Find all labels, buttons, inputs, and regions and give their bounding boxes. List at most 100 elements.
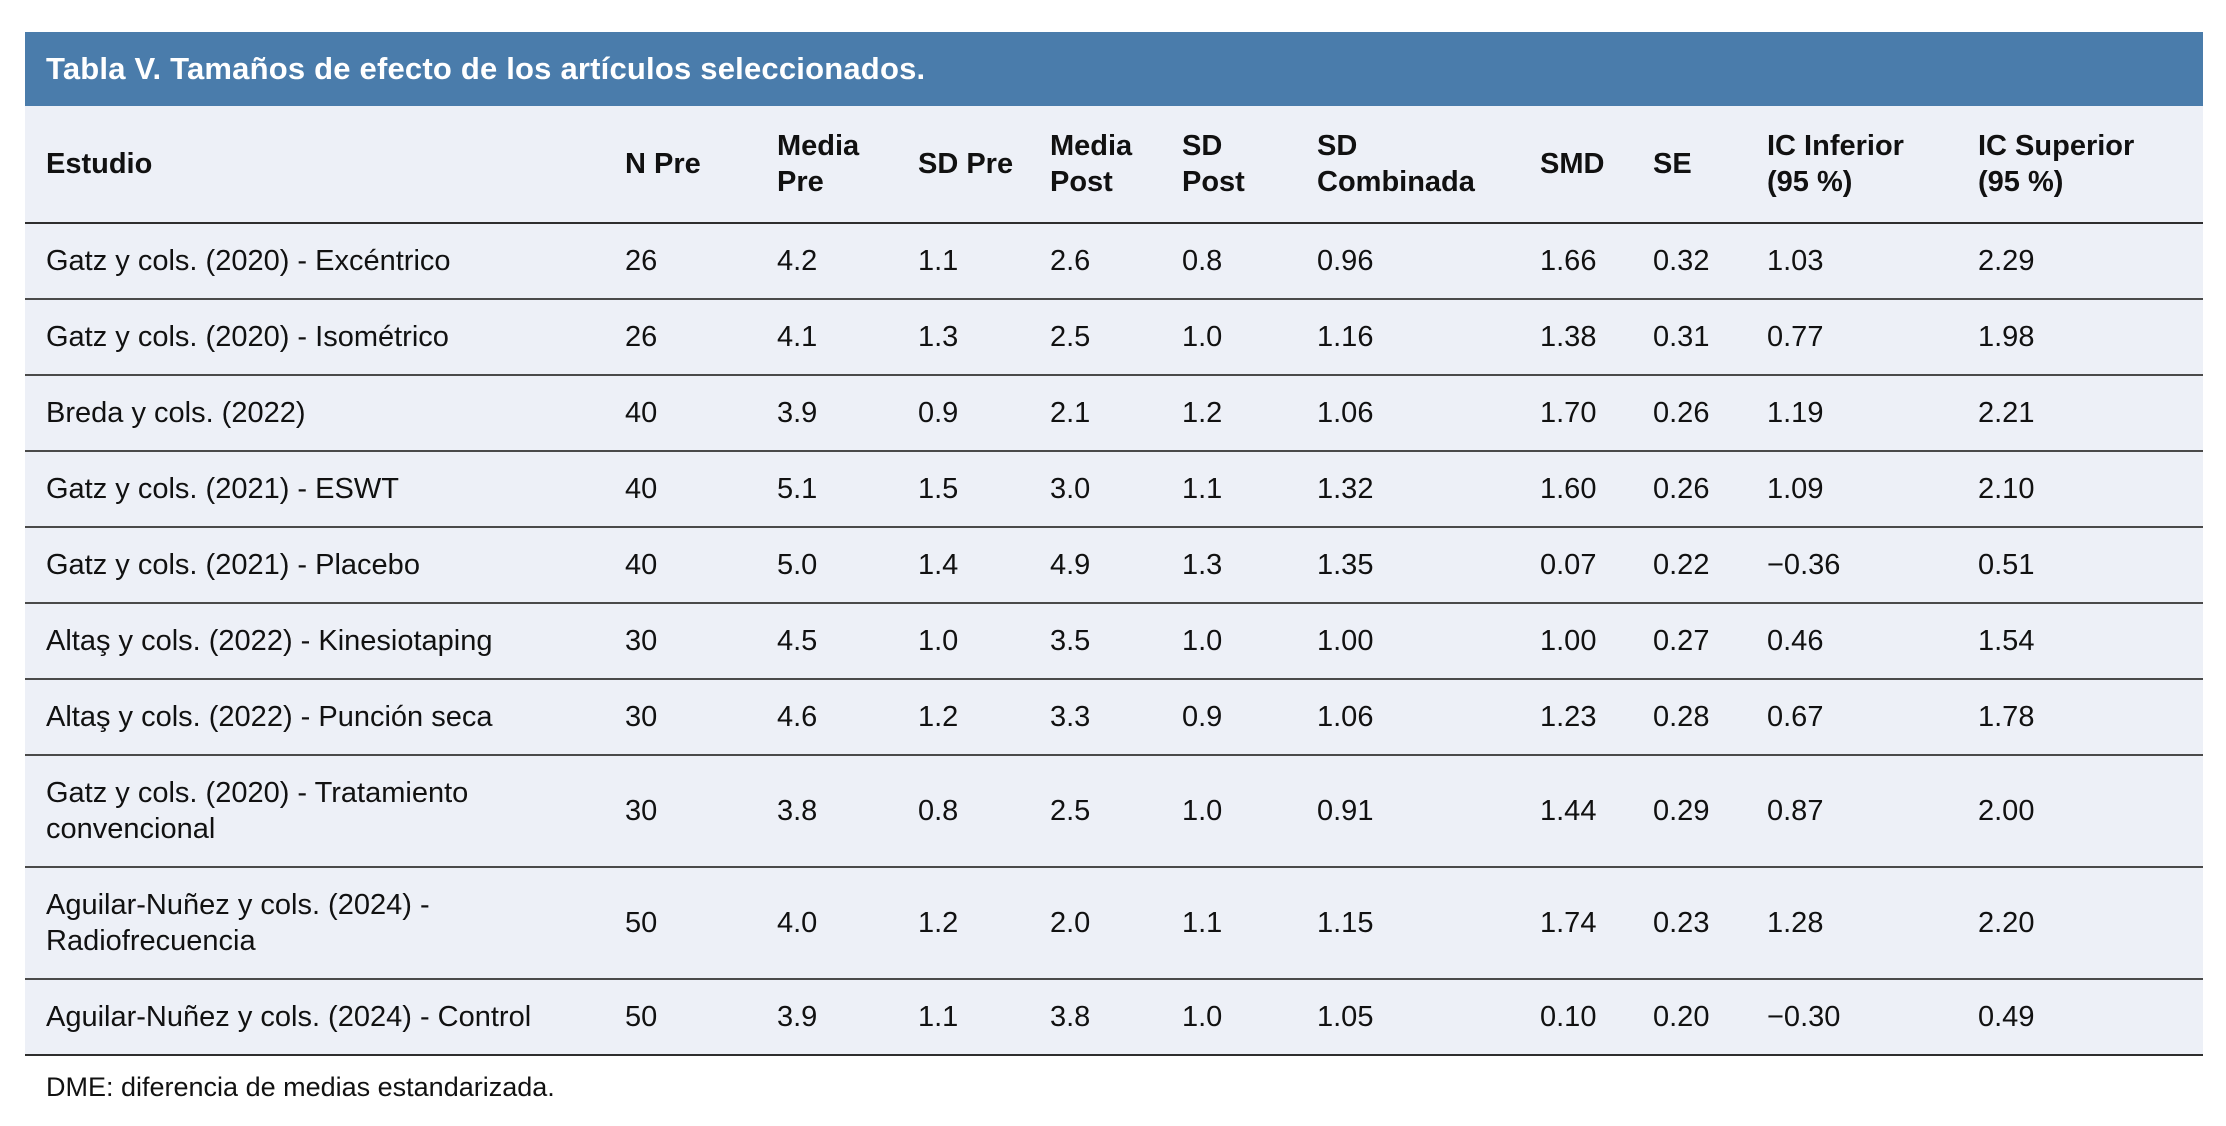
study-cell: Gatz y cols. (2021) - ESWT	[25, 451, 625, 528]
column-header: SD Post	[1182, 106, 1317, 224]
value-cell: 1.1	[1182, 451, 1317, 528]
column-header: Media Post	[1050, 106, 1182, 224]
cell-value: 1.16	[1317, 321, 1374, 353]
cell-value: 0.91	[1317, 795, 1374, 827]
value-cell: 0.77	[1767, 299, 1978, 376]
cell-value: 1.78	[1978, 701, 2035, 733]
cell-value: 3.3	[1050, 701, 1091, 733]
value-cell: 1.09	[1767, 451, 1978, 528]
value-cell: 2.10	[1978, 451, 2203, 528]
value-cell: 4.0	[777, 867, 918, 980]
value-cell: 0.20	[1653, 979, 1767, 1056]
cell-value: 1.70	[1540, 397, 1597, 429]
value-cell: 1.2	[918, 679, 1050, 756]
value-cell: 3.3	[1050, 679, 1182, 756]
cell-value: 2.0	[1050, 907, 1091, 939]
value-cell: 1.16	[1317, 299, 1540, 376]
cell-value: 0.28	[1653, 701, 1710, 733]
value-cell: 50	[625, 867, 777, 980]
value-cell: 0.51	[1978, 527, 2203, 604]
value-cell: 0.8	[918, 755, 1050, 868]
value-cell: 40	[625, 451, 777, 528]
value-cell: 1.32	[1317, 451, 1540, 528]
cell-value: 0.22	[1653, 549, 1710, 581]
cell-value: 0.10	[1540, 1001, 1597, 1033]
study-name: Gatz y cols. (2020) - Excéntrico	[46, 245, 451, 277]
value-cell: 0.9	[918, 375, 1050, 452]
value-cell: 40	[625, 527, 777, 604]
value-cell: 4.1	[777, 299, 918, 376]
value-cell: 1.5	[918, 451, 1050, 528]
cell-value: 0.77	[1767, 321, 1824, 353]
value-cell: 26	[625, 299, 777, 376]
cell-value: 1.28	[1767, 907, 1824, 939]
table-row: Breda y cols. (2022) 40 3.9 0.9 2.1 1.2 1.06 1.…	[25, 375, 2203, 452]
value-cell: 5.0	[777, 527, 918, 604]
cell-value: 50	[625, 1001, 658, 1033]
cell-value: 2.6	[1050, 245, 1091, 277]
value-cell: 40	[625, 375, 777, 452]
cell-value: 1.1	[1182, 907, 1223, 939]
cell-value: 1.2	[918, 907, 959, 939]
value-cell: 1.44	[1540, 755, 1653, 868]
cell-value: 5.1	[777, 473, 818, 505]
study-cell: Altaş y cols. (2022) - Punción seca	[25, 679, 625, 756]
cell-value: 4.9	[1050, 549, 1091, 581]
value-cell: 0.8	[1182, 223, 1317, 300]
value-cell: 1.1	[1182, 867, 1317, 980]
cell-value: 1.35	[1317, 549, 1374, 581]
value-cell: 1.98	[1978, 299, 2203, 376]
value-cell: 2.00	[1978, 755, 2203, 868]
value-cell: 0.9	[1182, 679, 1317, 756]
cell-value: 1.2	[918, 701, 959, 733]
value-cell: −0.36	[1767, 527, 1978, 604]
table-row: Gatz y cols. (2020) - Isométrico 26 4.1 1.3…	[25, 299, 2203, 376]
value-cell: 1.60	[1540, 451, 1653, 528]
value-cell: 4.2	[777, 223, 918, 300]
cell-value: 3.8	[777, 795, 818, 827]
cell-value: 26	[625, 321, 658, 353]
value-cell: 0.10	[1540, 979, 1653, 1056]
cell-value: 1.98	[1978, 321, 2035, 353]
cell-value: −0.36	[1767, 549, 1841, 581]
study-name: Altaş y cols. (2022) - Kinesiotaping	[46, 625, 493, 657]
column-header: IC Superior (95 %)	[1978, 106, 2203, 224]
value-cell: 0.29	[1653, 755, 1767, 868]
value-cell: 4.9	[1050, 527, 1182, 604]
study-cell: Altaş y cols. (2022) - Kinesiotaping	[25, 603, 625, 680]
value-cell: 2.20	[1978, 867, 2203, 980]
value-cell: 0.31	[1653, 299, 1767, 376]
table-body: Gatz y cols. (2020) - Excéntrico 26 4.2 1.1…	[25, 223, 2203, 1056]
value-cell: 1.28	[1767, 867, 1978, 980]
cell-value: 1.09	[1767, 473, 1824, 505]
cell-value: 50	[625, 907, 658, 939]
cell-value: 0.51	[1978, 549, 2035, 581]
cell-value: 2.29	[1978, 245, 2035, 277]
cell-value: 1.23	[1540, 701, 1597, 733]
cell-value: 30	[625, 625, 658, 657]
value-cell: 3.8	[1050, 979, 1182, 1056]
cell-value: 1.06	[1317, 701, 1374, 733]
value-cell: 1.2	[918, 867, 1050, 980]
cell-value: 0.26	[1653, 473, 1710, 505]
cell-value: 5.0	[777, 549, 818, 581]
value-cell: 1.3	[1182, 527, 1317, 604]
value-cell: 1.0	[918, 603, 1050, 680]
value-cell: 0.22	[1653, 527, 1767, 604]
study-cell: Gatz y cols. (2020) - Isométrico	[25, 299, 625, 376]
study-cell: Breda y cols. (2022)	[25, 375, 625, 452]
cell-value: 0.26	[1653, 397, 1710, 429]
value-cell: 1.78	[1978, 679, 2203, 756]
value-cell: 30	[625, 679, 777, 756]
cell-value: 1.1	[918, 1001, 959, 1033]
study-name: Gatz y cols. (2020) - Tratamiento conven…	[46, 777, 469, 845]
value-cell: 0.49	[1978, 979, 2203, 1056]
value-cell: 1.15	[1317, 867, 1540, 980]
value-cell: 0.26	[1653, 451, 1767, 528]
cell-value: 1.3	[918, 321, 959, 353]
cell-value: 1.2	[1182, 397, 1223, 429]
value-cell: 1.0	[1182, 979, 1317, 1056]
value-cell: 4.5	[777, 603, 918, 680]
effects-table-container: Tabla V. Tamaños de efecto de los artícu…	[25, 32, 2203, 1103]
cell-value: 0.49	[1978, 1001, 2035, 1033]
